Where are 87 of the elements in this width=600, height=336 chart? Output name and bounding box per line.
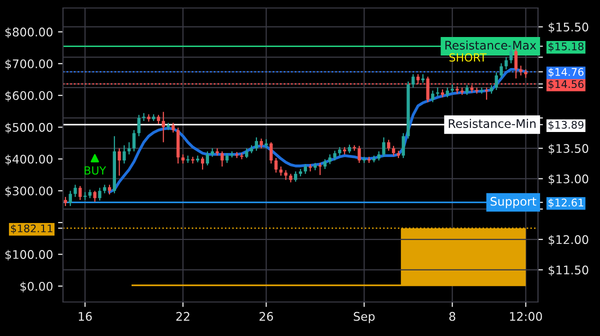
x-tick-label: 8 [449, 312, 456, 321]
candlestick [500, 62, 503, 78]
candlestick [450, 84, 454, 93]
candlestick [494, 72, 498, 91]
candlestick [225, 152, 229, 164]
y-tick-label: $800.00 [5, 27, 52, 38]
y-tick-label: $300.00 [5, 186, 52, 197]
candlestick [166, 122, 170, 131]
x-tick-label: 22 [176, 312, 190, 321]
y2-tick-label: $13.00 [548, 174, 588, 185]
y2-tick-label: $12.61 [548, 198, 584, 208]
y-tick-label: $182.11 [11, 224, 52, 234]
annotation: BUY [84, 166, 106, 175]
ref-line-label: Resistance-Min [448, 118, 536, 128]
candlestick [416, 74, 420, 84]
candlestick [142, 112, 146, 122]
ref-line-label: Resistance-Max [445, 40, 536, 50]
candlestick [270, 142, 273, 164]
candlestick [172, 122, 175, 134]
candlestick [294, 170, 298, 182]
candlestick [431, 90, 434, 103]
candlestick [519, 65, 522, 76]
candlestick [412, 74, 415, 88]
x-tick-label: 16 [78, 312, 92, 321]
y2-tick-label: $14.76 [548, 68, 584, 78]
candlestick [402, 132, 405, 159]
candlestick [118, 148, 121, 176]
x-tick-label: Sep [354, 312, 375, 324]
y2-tick-label: $13.89 [548, 120, 584, 130]
candlestick [93, 190, 96, 202]
annotation: SHORT [449, 53, 487, 62]
candlestick [245, 148, 248, 159]
candlestick [504, 56, 508, 70]
candlestick [308, 164, 312, 172]
y2-tick-label: $15.18 [548, 42, 584, 52]
candlestick [274, 157, 278, 174]
candlestick [240, 152, 244, 160]
candlestick [206, 150, 210, 166]
y-tick-label: $0.00 [20, 282, 52, 292]
candlestick [254, 136, 258, 152]
candlestick [446, 87, 449, 98]
candlestick [323, 158, 327, 170]
candlestick [68, 190, 72, 207]
y2-tick-label: $11.50 [548, 265, 588, 276]
y-tick-label: $700.00 [5, 59, 52, 70]
candlestick [200, 156, 204, 170]
y-tick-label: $600.00 [5, 90, 52, 102]
candlestick [524, 68, 528, 78]
candlestick [456, 86, 459, 94]
candlestick [74, 184, 77, 198]
candlestick [156, 114, 160, 125]
candlestick [260, 138, 263, 149]
candlestick [475, 87, 478, 94]
candlestick [426, 76, 430, 103]
x-tick-label: 26 [260, 312, 273, 321]
y-tick-label: $500.00 [5, 122, 52, 134]
candlestick [387, 139, 390, 152]
candlestick [514, 48, 518, 80]
candlestick [191, 156, 194, 164]
candlestick [137, 114, 140, 137]
y-tick-label: $100.00 [5, 250, 52, 261]
candlestick [279, 166, 283, 176]
y2-tick-label: $13.50 [548, 144, 588, 155]
y2-tick-label: $15.50 [548, 22, 588, 34]
candlestick [304, 164, 307, 174]
candlestick [132, 130, 136, 152]
candlestick [284, 170, 288, 180]
y2-tick-label: $12.00 [548, 234, 588, 246]
candlestick [128, 142, 131, 155]
candlestick [162, 111, 165, 143]
y-tick-label: $400.00 [5, 154, 52, 166]
candlestick [108, 184, 112, 196]
candlestick [333, 150, 336, 162]
ref-line-label: Support [490, 196, 536, 208]
candlestick [122, 144, 126, 164]
candlestick [220, 150, 224, 168]
candlestick [264, 138, 268, 149]
candlestick [382, 136, 386, 158]
candlestick [216, 148, 219, 156]
candlestick [78, 185, 82, 201]
y2-tick-label: $14.56 [548, 80, 584, 90]
candlestick [358, 145, 361, 164]
x-tick-label: 12:00 [510, 312, 542, 321]
candlestick [465, 84, 469, 96]
candlestick [64, 196, 68, 207]
candlestick [181, 154, 185, 164]
candlestick [98, 187, 102, 202]
